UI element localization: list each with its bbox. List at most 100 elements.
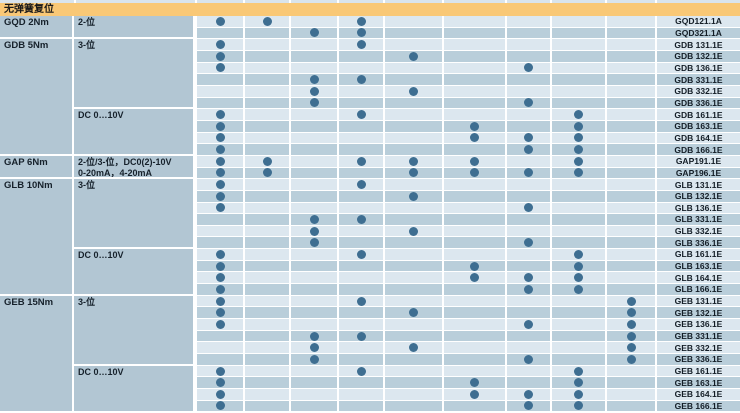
table-row: GAP196.1E <box>195 167 740 180</box>
section-label-line: DC 0…10V <box>78 367 124 378</box>
product-code: GDB 132.1E <box>655 50 740 63</box>
dot-cell <box>195 62 243 75</box>
product-code: GLB 332.1E <box>655 225 740 238</box>
dot-cell <box>289 400 337 413</box>
dot-cell <box>505 319 550 331</box>
dot-cell <box>337 62 383 75</box>
dot-cell <box>605 225 655 238</box>
dot-cell <box>289 319 337 331</box>
dot-cell <box>442 39 505 51</box>
dot-cell <box>550 260 605 273</box>
dot-cell <box>195 272 243 285</box>
dot-cell <box>195 132 243 145</box>
feature-dot-icon <box>574 156 583 166</box>
section-control-label: 2-位 <box>74 16 193 38</box>
dot-cell <box>243 179 289 191</box>
table-row: GLB 336.1E <box>195 237 740 250</box>
page-title: 无弹簧复位 <box>4 4 54 15</box>
dot-cell <box>550 307 605 320</box>
dot-cell <box>195 330 243 343</box>
dot-cell <box>505 39 550 51</box>
table-row: GDB 136.1E <box>195 62 740 75</box>
dot-cell <box>243 167 289 180</box>
dot-cell <box>243 272 289 285</box>
dot-cell <box>337 179 383 191</box>
dot-cell <box>337 365 383 378</box>
table-row: GEB 166.1E <box>195 400 740 413</box>
dot-cell <box>383 237 442 250</box>
dot-cell <box>550 365 605 378</box>
dot-cell <box>442 400 505 413</box>
product-code: GAP196.1E <box>655 167 740 180</box>
table-row: GEB 332.1E <box>195 342 740 355</box>
dot-cell <box>337 85 383 98</box>
feature-dot-icon <box>574 121 583 131</box>
dot-cell <box>195 365 243 378</box>
section-control-label: DC 0…10V <box>74 109 193 155</box>
dot-cell <box>195 319 243 331</box>
dot-cell <box>550 249 605 261</box>
dot-cell <box>337 97 383 110</box>
dot-cell <box>605 190 655 203</box>
dot-cell <box>195 74 243 86</box>
dot-cell <box>442 62 505 75</box>
dot-matrix: GQD121.1A GQD321.1A GDB 131.1E GDB 132.1E GD… <box>195 16 740 413</box>
feature-dot-icon <box>309 86 319 96</box>
dot-cell <box>605 237 655 250</box>
dot-cell <box>289 120 337 133</box>
feature-dot-icon <box>470 133 479 143</box>
feature-dot-icon <box>215 168 225 178</box>
product-code: GQD121.1A <box>655 16 740 28</box>
dot-cell <box>195 179 243 191</box>
section-label-line: 2-位/3-位，DC0(2)-10V <box>78 157 172 168</box>
feature-dot-icon <box>470 168 479 178</box>
dot-cell <box>337 260 383 273</box>
product-code: GDB 163.1E <box>655 120 740 133</box>
dot-cell <box>243 39 289 51</box>
dot-cell <box>550 74 605 86</box>
dot-cell <box>289 307 337 320</box>
feature-dot-icon <box>574 249 583 259</box>
dot-cell <box>550 85 605 98</box>
group-family-label: GAP 6Nm <box>0 156 72 178</box>
dot-cell <box>337 27 383 40</box>
feature-dot-icon <box>574 284 583 294</box>
dot-cell <box>289 132 337 145</box>
dot-cell <box>383 74 442 86</box>
product-code: GLB 331.1E <box>655 214 740 226</box>
feature-dot-icon <box>356 296 366 306</box>
dot-cell <box>505 389 550 401</box>
dot-cell <box>243 144 289 156</box>
dot-cell <box>383 132 442 145</box>
dot-cell <box>605 16 655 28</box>
dot-cell <box>550 377 605 389</box>
feature-dot-icon <box>309 98 319 108</box>
table-row: GQD121.1A <box>195 16 740 28</box>
dot-cell <box>289 144 337 156</box>
table-row: GEB 163.1E <box>195 377 740 389</box>
dot-cell <box>505 202 550 215</box>
dot-cell <box>442 307 505 320</box>
product-code: GEB 161.1E <box>655 365 740 378</box>
section-label-line: DC 0…10V <box>78 250 124 261</box>
dot-cell <box>337 50 383 63</box>
product-code: GLB 163.1E <box>655 260 740 273</box>
feature-dot-icon <box>215 389 225 399</box>
dot-cell <box>505 272 550 285</box>
dot-cell <box>442 342 505 355</box>
dot-cell <box>337 400 383 413</box>
sliver-cell <box>0 0 74 3</box>
dot-cell <box>337 342 383 355</box>
table-row: GDB 332.1E <box>195 85 740 98</box>
feature-dot-icon <box>215 63 225 73</box>
dot-cell <box>243 120 289 133</box>
feature-dot-icon <box>215 366 225 376</box>
dot-cell <box>550 50 605 63</box>
dot-cell <box>442 389 505 401</box>
dot-cell <box>337 237 383 250</box>
dot-cell <box>289 214 337 226</box>
dot-cell <box>550 342 605 355</box>
dot-cell <box>505 132 550 145</box>
dot-cell <box>383 85 442 98</box>
feature-dot-icon <box>309 28 319 38</box>
